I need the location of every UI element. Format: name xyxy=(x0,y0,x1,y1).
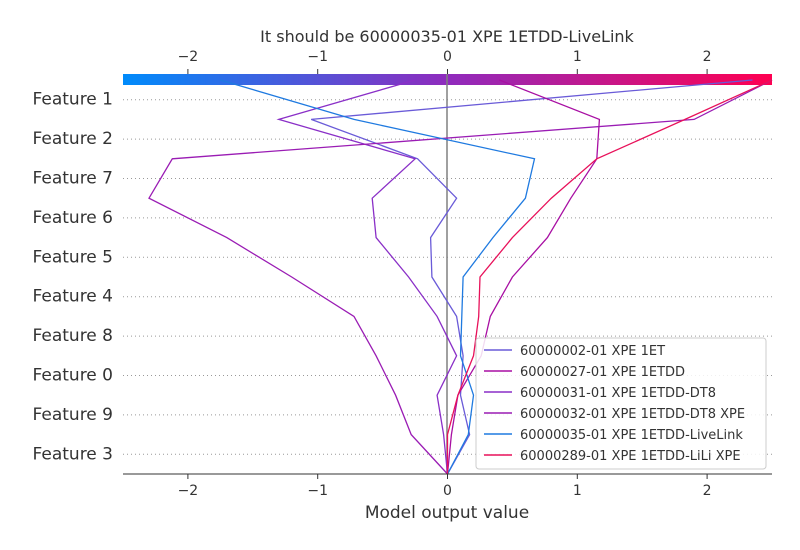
feature-label: Feature 3 xyxy=(33,444,113,464)
colorbar-tick-labels: −2 −1 0 1 2 xyxy=(178,49,712,74)
decision-path-6 xyxy=(446,79,773,474)
feature-label: Feature 6 xyxy=(33,208,113,228)
x-tick-label: −1 xyxy=(307,483,328,499)
feature-label: Feature 4 xyxy=(33,287,113,307)
colorbar-tick-label: 2 xyxy=(703,49,712,65)
colorbar-tick-label: 0 xyxy=(443,49,452,65)
colorbar-tick-label: −1 xyxy=(307,49,328,65)
colorbar-tick-label: 1 xyxy=(573,49,582,65)
decision-path-2 xyxy=(446,79,601,475)
legend-label: 60000031-01 XPE 1ETDD-DT8 xyxy=(520,386,716,401)
legend-label: 60000289-01 XPE 1ETDD-LiLi XPE xyxy=(520,449,741,464)
decision-path-4 xyxy=(148,79,773,475)
feature-label: Feature 1 xyxy=(33,90,113,110)
x-tick-label: 0 xyxy=(443,483,452,499)
decision-paths xyxy=(148,79,773,475)
x-axis-ticks: −2 −1 0 1 2 xyxy=(178,474,712,499)
chart-title: It should be 60000035-01 XPE 1ETDD-LiveL… xyxy=(260,27,634,46)
feature-label: Feature 0 xyxy=(33,366,113,386)
feature-label: Feature 7 xyxy=(33,169,113,189)
feature-label: Feature 9 xyxy=(33,405,113,425)
x-tick-label: 2 xyxy=(703,483,712,499)
x-tick-label: −2 xyxy=(178,483,199,499)
legend: 60000002-01 XPE 1ET 60000027-01 XPE 1ETDD… xyxy=(475,337,767,470)
decision-path-3 xyxy=(276,79,458,475)
legend-label: 60000002-01 XPE 1ET xyxy=(520,344,665,359)
colorbar-tick-label: −2 xyxy=(178,49,199,65)
decision-path-1 xyxy=(310,79,753,475)
legend-label: 60000032-01 XPE 1ETDD-DT8 XPE xyxy=(520,407,745,422)
feature-label: Feature 2 xyxy=(33,129,113,149)
feature-label: Feature 5 xyxy=(33,247,113,267)
legend-label: 60000027-01 XPE 1ETDD xyxy=(520,365,685,380)
legend-label: 60000035-01 XPE 1ETDD-LiveLink xyxy=(520,428,743,443)
feature-labels: Feature 1 Feature 2 Feature 7 Feature 6 Feat… xyxy=(33,90,113,465)
x-axis-label: Model output value xyxy=(365,503,529,523)
legend-box xyxy=(475,337,767,470)
decision-path-5 xyxy=(220,79,536,475)
x-tick-label: 1 xyxy=(573,483,582,499)
feature-label: Feature 8 xyxy=(33,326,113,346)
